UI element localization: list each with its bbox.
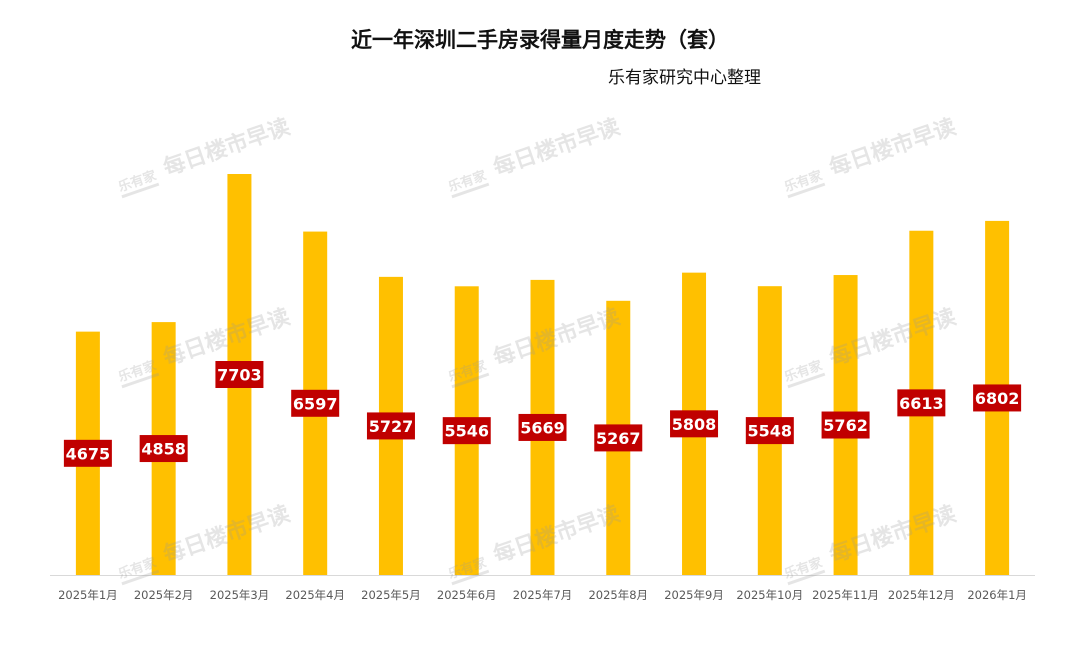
data-label-box [518,413,567,441]
x-tick-label-1: 2025年1月 [58,588,118,602]
data-label-text: 6802 [975,389,1020,408]
data-label-text: 5808 [672,415,717,434]
data-label-text: 5267 [596,429,641,448]
x-tick-label-5: 2025年5月 [361,588,421,602]
data-label-text: 5727 [369,417,414,436]
data-label-text: 4675 [66,444,111,463]
data-label-text: 7703 [217,366,262,385]
x-tick-label-9: 2025年9月 [664,588,724,602]
data-label-7: 5669 [518,413,567,441]
data-label-box [973,384,1022,412]
x-tick-label-4: 2025年4月 [285,588,345,602]
data-label-1: 4675 [63,439,112,467]
data-label-3: 7703 [215,361,264,388]
x-tick-label-3: 2025年3月 [210,588,270,602]
x-tick-label-12: 2025年12月 [888,588,955,602]
data-label-box [821,411,870,439]
x-tick-label-13: 2026年1月 [967,588,1027,602]
data-label-13: 6802 [973,384,1022,412]
chart-title: 近一年深圳二手房录得量月度走势（套） [351,28,729,52]
data-label-9: 5808 [670,410,719,438]
data-label-text: 5548 [748,422,793,441]
data-label-text: 6597 [293,394,338,413]
data-label-box [897,389,946,417]
data-label-text: 6613 [899,394,944,413]
data-label-4: 6597 [291,389,340,417]
data-label-box [594,424,643,452]
data-label-box [745,417,794,445]
chart-subtitle: 乐有家研究中心整理 [608,68,761,88]
data-label-text: 5669 [520,418,565,437]
data-label-box [366,412,415,440]
data-label-5: 5727 [366,412,415,440]
data-label-text: 4858 [141,440,186,459]
x-tick-label-6: 2025年6月 [437,588,497,602]
data-label-box [670,410,719,438]
data-label-11: 5762 [821,411,870,439]
data-label-10: 5548 [745,417,794,445]
x-tick-label-11: 2025年11月 [812,588,879,602]
x-tick-label-8: 2025年8月 [588,588,648,602]
data-label-box [291,389,340,417]
data-label-text: 5762 [823,416,868,435]
data-label-box [442,417,491,445]
data-label-2: 4858 [139,435,188,463]
x-tick-label-2: 2025年2月 [134,588,194,602]
data-label-box [139,435,188,463]
x-tick-label-7: 2025年7月 [513,588,573,602]
x-tick-label-10: 2025年10月 [736,588,803,602]
data-label-12: 6613 [897,389,946,417]
data-label-6: 5546 [442,417,491,445]
data-label-box [63,439,112,467]
data-label-8: 5267 [594,424,643,452]
data-label-text: 5546 [444,422,489,441]
data-label-box [215,361,264,388]
